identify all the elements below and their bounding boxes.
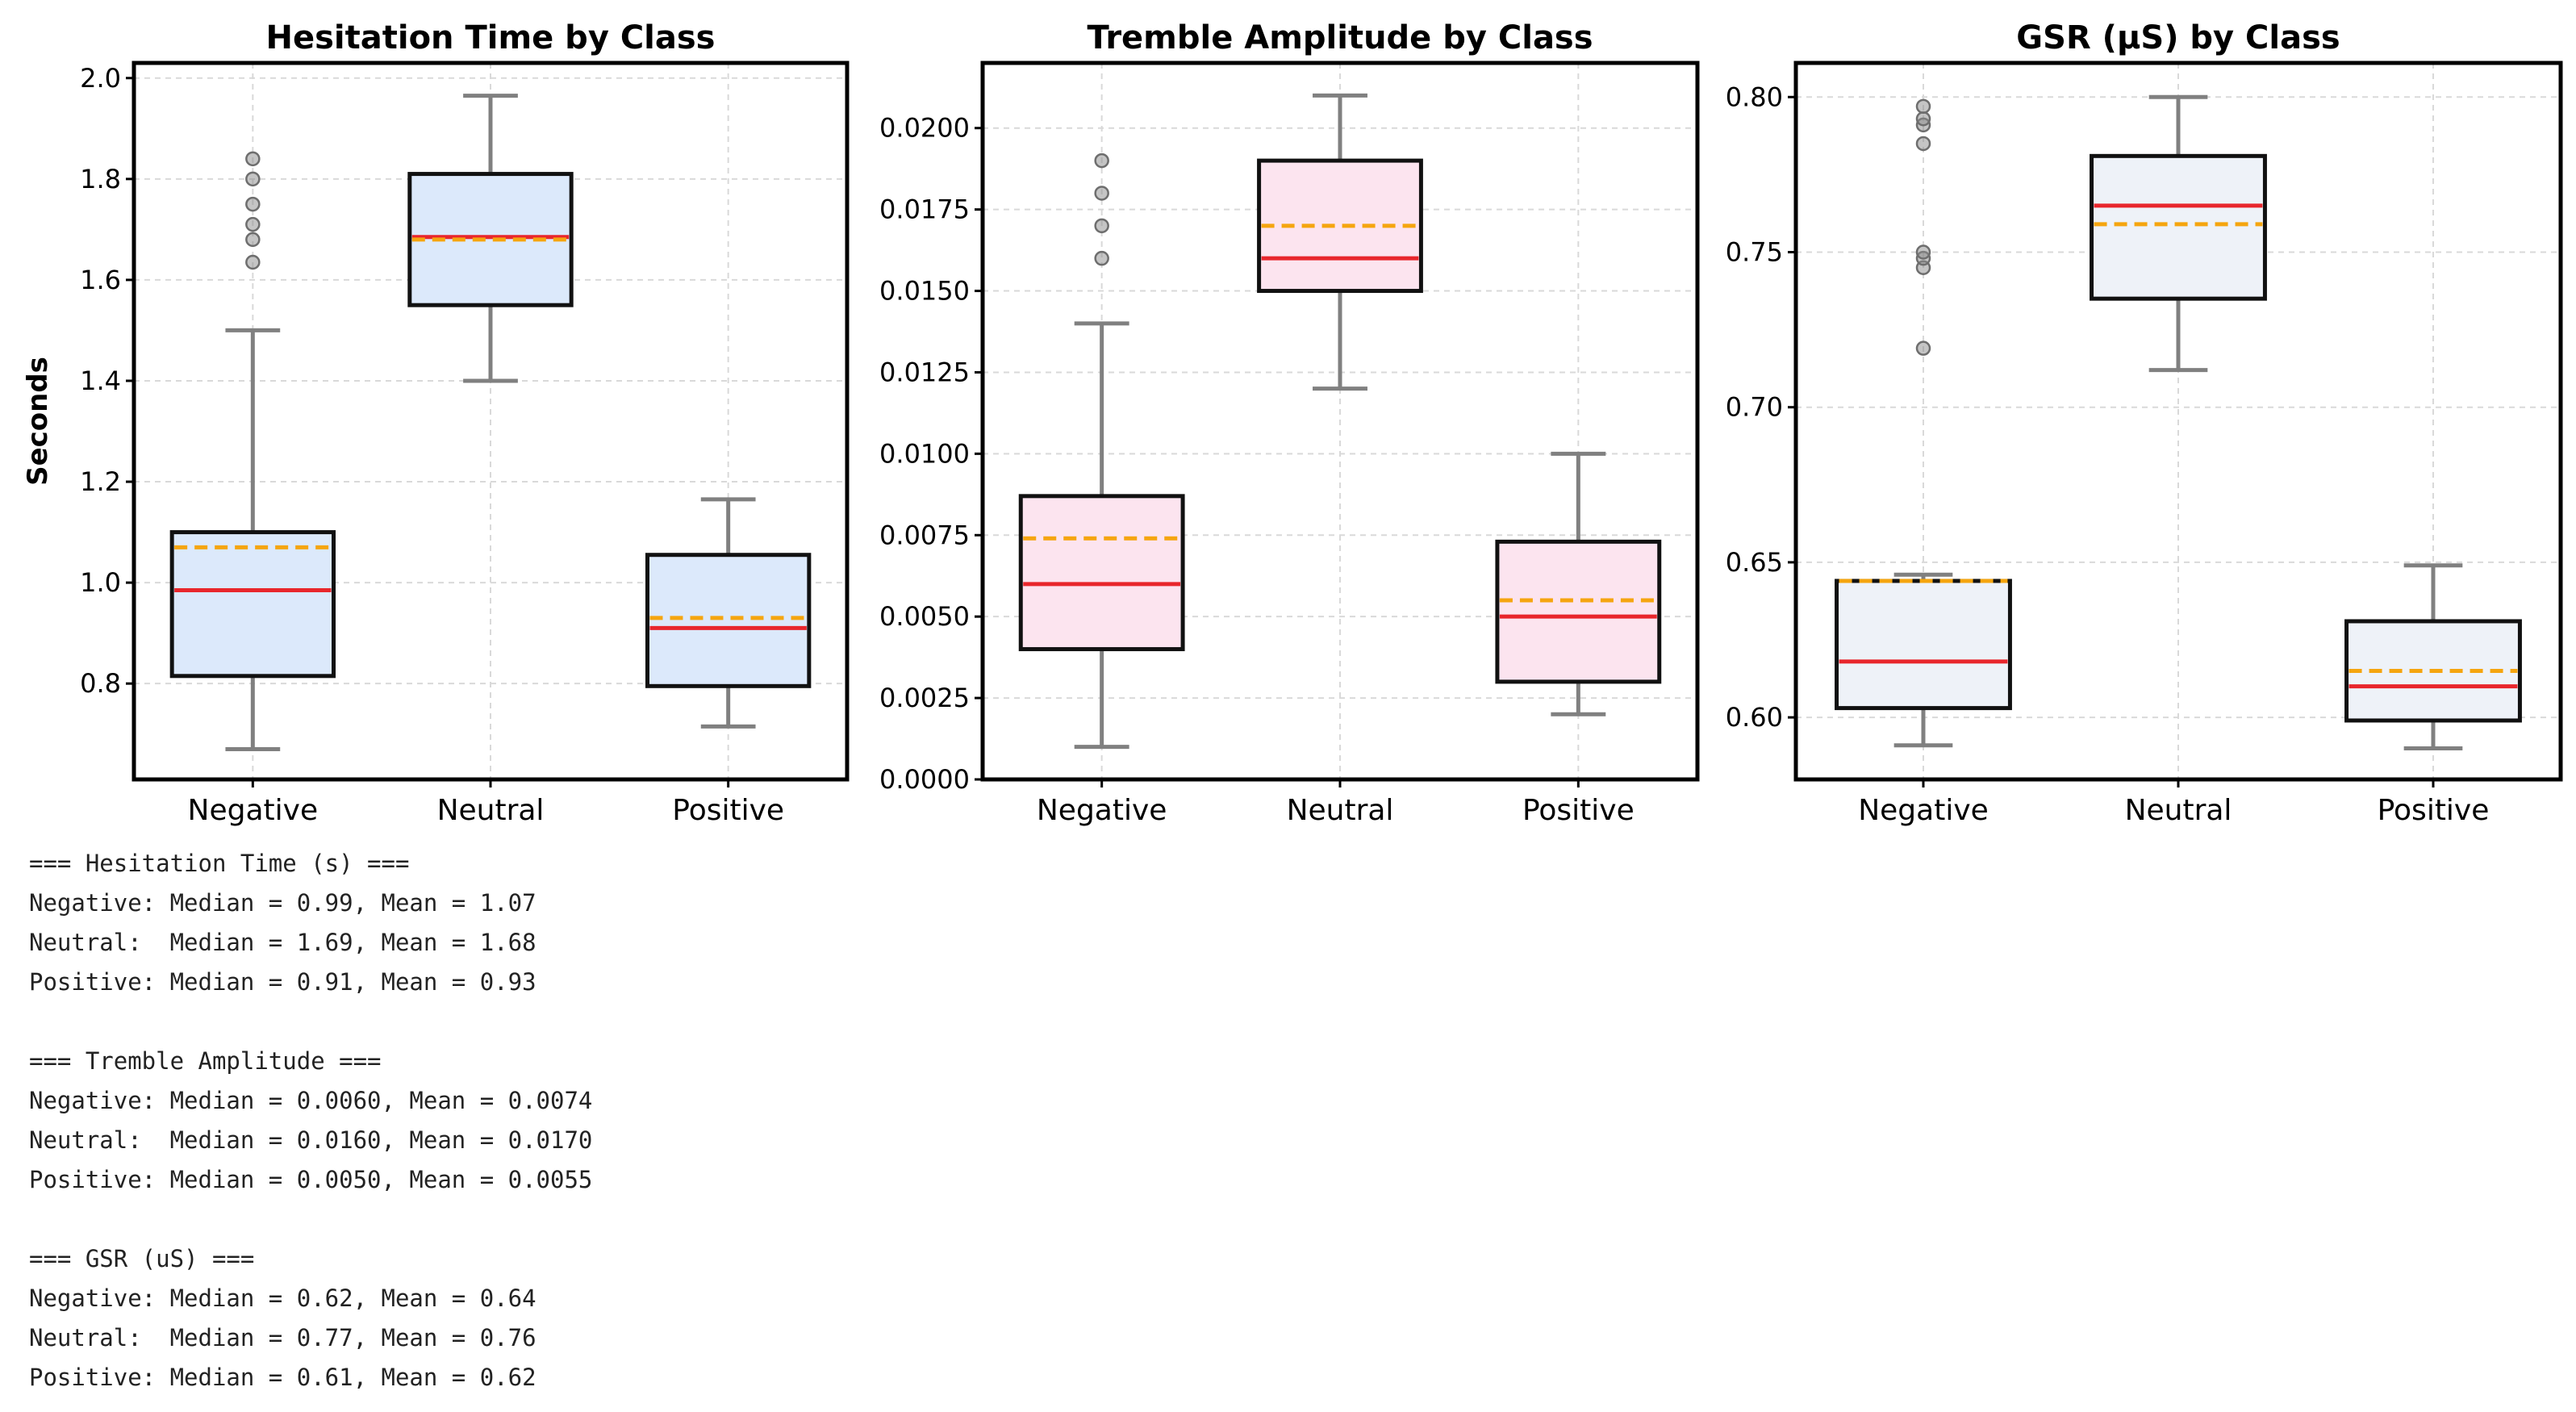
box-negative bbox=[169, 151, 336, 751]
y-axis-label: Seconds bbox=[22, 357, 54, 486]
y-tick-label: 0.80 bbox=[1726, 81, 1783, 112]
stats-line-gsr-positive: Positive: Median = 0.61, Mean = 0.62 bbox=[29, 1364, 536, 1391]
chart-title: GSR (μS) by Class bbox=[2016, 19, 2340, 56]
x-tick-label: Neutral bbox=[437, 794, 545, 827]
box-negative bbox=[1835, 98, 2012, 748]
y-tick-label: 0.0025 bbox=[879, 683, 970, 713]
box-negative bbox=[1018, 152, 1185, 750]
outlier-point bbox=[245, 151, 261, 167]
y-tick-label: 0.0175 bbox=[879, 194, 970, 225]
stats-line-tremble-negative: Negative: Median = 0.0060, Mean = 0.0074 bbox=[29, 1087, 593, 1114]
y-tick-label: 0.60 bbox=[1726, 702, 1783, 733]
outlier-point bbox=[1915, 111, 1931, 127]
outlier-point bbox=[1094, 152, 1109, 169]
outlier-point bbox=[1915, 136, 1931, 152]
stats-line-hesitation-neutral: Neutral: Median = 1.69, Mean = 1.68 bbox=[29, 929, 536, 956]
outlier-point bbox=[245, 232, 261, 248]
stats-line-gsr-negative: Negative: Median = 0.62, Mean = 0.64 bbox=[29, 1285, 536, 1312]
outlier-point bbox=[245, 216, 261, 232]
box-neutral bbox=[407, 94, 574, 383]
chart-hesitation: Negative Neutral Positive 0.8 1.0 1.2 1.4 1.6 1.… bbox=[22, 19, 850, 827]
outlier-point bbox=[1094, 250, 1109, 266]
iqr-box bbox=[1835, 579, 2012, 711]
plot-frame bbox=[1793, 61, 2563, 782]
box-positive bbox=[2344, 563, 2522, 751]
x-tick-label: Positive bbox=[1522, 794, 1635, 827]
iqr-box bbox=[1018, 494, 1185, 652]
stats-spacer bbox=[29, 1200, 592, 1239]
stats-line-hesitation-positive: Positive: Median = 0.91, Mean = 0.93 bbox=[29, 968, 536, 996]
y-tick-label: 0.0050 bbox=[879, 601, 970, 632]
iqr-box bbox=[1495, 539, 1662, 684]
stats-output: === Hesitation Time (s) === Negative: Me… bbox=[29, 844, 592, 1397]
iqr-box bbox=[645, 553, 812, 688]
y-tick-label: 2.0 bbox=[80, 63, 121, 94]
box-neutral bbox=[1257, 93, 1423, 391]
stats-line-hesitation-negative: Negative: Median = 0.99, Mean = 1.07 bbox=[29, 889, 536, 917]
y-tick-label: 0.0125 bbox=[879, 357, 970, 387]
y-tick-label: 1.0 bbox=[80, 567, 121, 598]
y-tick-label: 0.0000 bbox=[879, 764, 970, 795]
chart-title: Hesitation Time by Class bbox=[266, 19, 716, 56]
stats-line-gsr-neutral: Neutral: Median = 0.77, Mean = 0.76 bbox=[29, 1324, 536, 1351]
chart-tremble: Negative Neutral Positive 0.0000 0.0025 0.005… bbox=[879, 19, 1700, 827]
box-positive bbox=[645, 497, 812, 729]
x-tick-label: Neutral bbox=[2125, 794, 2232, 827]
x-tick-label: Negative bbox=[188, 794, 319, 827]
x-tick-label: Negative bbox=[1037, 794, 1167, 827]
iqr-box bbox=[169, 530, 336, 679]
outlier-point bbox=[1094, 218, 1109, 234]
boxplot-figure: Negative Neutral Positive 0.8 1.0 1.2 1.4 1.6 1.… bbox=[22, 19, 2563, 827]
y-tick-label: 1.4 bbox=[80, 366, 121, 396]
outlier-point bbox=[1915, 340, 1931, 356]
y-tick-label: 1.6 bbox=[80, 265, 121, 295]
y-tick-label: 0.0200 bbox=[879, 113, 970, 144]
iqr-box bbox=[2090, 153, 2267, 301]
chart-title: Tremble Amplitude by Class bbox=[1087, 19, 1593, 56]
y-tick-label: 0.70 bbox=[1726, 392, 1783, 423]
box-neutral bbox=[2090, 94, 2267, 373]
stats-header-hesitation: === Hesitation Time (s) === bbox=[29, 850, 410, 877]
x-tick-label: Positive bbox=[672, 794, 784, 827]
x-tick-label: Positive bbox=[2378, 794, 2490, 827]
y-tick-label: 0.0150 bbox=[879, 276, 970, 307]
y-tick-label: 0.65 bbox=[1726, 547, 1783, 578]
y-tick-label: 1.8 bbox=[80, 164, 121, 194]
chart-gsr: Negative Neutral Positive 0.60 0.65 0.70 0.75 0… bbox=[1726, 19, 2563, 827]
box-positive bbox=[1495, 451, 1662, 716]
y-tick-label: 0.75 bbox=[1726, 236, 1783, 267]
plot-frame bbox=[132, 61, 850, 782]
outlier-point bbox=[245, 254, 261, 270]
outlier-point bbox=[245, 196, 261, 212]
y-tick-label: 0.8 bbox=[80, 668, 121, 699]
stats-spacer bbox=[29, 1002, 592, 1042]
outlier-point bbox=[1915, 98, 1931, 115]
x-tick-label: Neutral bbox=[1287, 794, 1394, 827]
outlier-point bbox=[1094, 186, 1109, 201]
stats-line-tremble-neutral: Neutral: Median = 0.0160, Mean = 0.0170 bbox=[29, 1126, 593, 1154]
outlier-point bbox=[1915, 244, 1931, 260]
y-tick-label: 0.0100 bbox=[879, 438, 970, 469]
x-tick-label: Negative bbox=[1858, 794, 1989, 827]
plot-frame bbox=[980, 61, 1700, 782]
outlier-point bbox=[245, 171, 261, 187]
stats-header-tremble: === Tremble Amplitude === bbox=[29, 1047, 382, 1075]
y-tick-label: 0.0075 bbox=[879, 520, 970, 550]
stats-header-gsr: === GSR (uS) === bbox=[29, 1245, 255, 1272]
stats-line-tremble-positive: Positive: Median = 0.0050, Mean = 0.0055 bbox=[29, 1166, 593, 1193]
y-tick-label: 1.2 bbox=[80, 466, 121, 497]
